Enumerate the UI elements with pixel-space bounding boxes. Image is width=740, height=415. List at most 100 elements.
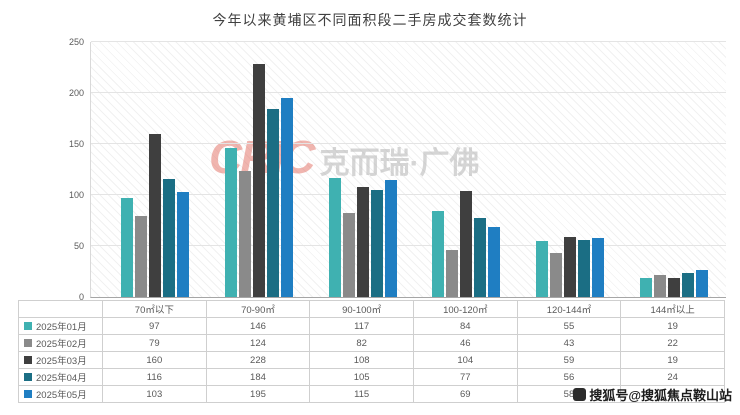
bar xyxy=(384,179,397,297)
table-cell: 104 xyxy=(412,351,518,369)
legend-swatch xyxy=(24,356,32,364)
bar xyxy=(668,277,681,297)
sohu-logo-icon xyxy=(573,388,587,401)
gridline xyxy=(91,194,726,195)
table-cell: 82 xyxy=(309,334,414,352)
bar xyxy=(162,178,175,297)
chart-title: 今年以来黄埔区不同面积段二手房成交套数统计 xyxy=(212,12,528,28)
table-cell: 105 xyxy=(309,368,414,386)
bar xyxy=(280,98,293,297)
category-header: 144㎡以上 xyxy=(620,300,725,318)
table-cell: 116 xyxy=(102,368,207,386)
bar xyxy=(342,213,355,297)
table-cell: 56 xyxy=(516,368,622,386)
table-row: 2025年01月 97 146 117 84 55 19 xyxy=(18,317,725,335)
bar xyxy=(460,190,473,297)
bar xyxy=(640,277,653,297)
legend-cell: 2025年04月 xyxy=(18,368,103,386)
table-row: 2025年04月 116 184 105 77 56 24 xyxy=(18,368,725,386)
category-header: 100-120㎡ xyxy=(412,300,518,318)
bar xyxy=(134,216,147,297)
table-cell: 228 xyxy=(205,351,311,369)
table-corner-cell xyxy=(18,300,103,318)
bar xyxy=(536,240,549,297)
table-row: 2025年02月 79 124 82 46 43 22 xyxy=(18,334,725,352)
bar xyxy=(224,148,237,297)
legend-label: 2025年01月 xyxy=(36,322,87,333)
table-cell: 84 xyxy=(412,317,518,335)
gridline xyxy=(91,41,726,42)
legend-label: 2025年02月 xyxy=(36,339,87,350)
plot-area: CRIC克而瑞·广佛 xyxy=(90,41,726,298)
table-cell: 59 xyxy=(516,351,622,369)
table-cell: 184 xyxy=(205,368,311,386)
table-header-row: 70㎡以下 70-90㎡ 90-100㎡ 100-120㎡ 120-144㎡ 144㎡以上 xyxy=(18,300,725,318)
gridline xyxy=(91,92,726,93)
category-header: 70㎡以下 xyxy=(102,300,207,318)
table-cell: 115 xyxy=(309,385,414,403)
y-axis-label: 0 xyxy=(78,292,84,302)
table-cell: 46 xyxy=(412,334,518,352)
table-row: 2025年03月 160 228 108 104 59 19 xyxy=(18,351,725,369)
data-table: 70㎡以下 70-90㎡ 90-100㎡ 100-120㎡ 120-144㎡ 144㎡以上… xyxy=(18,300,725,403)
bar xyxy=(238,170,251,297)
bar xyxy=(592,237,605,297)
bar xyxy=(356,186,369,297)
y-axis-label: 150 xyxy=(68,139,84,149)
bar xyxy=(578,239,591,297)
legend-label: 2025年05月 xyxy=(36,390,87,401)
category-header: 70-90㎡ xyxy=(205,300,311,318)
legend-cell: 2025年03月 xyxy=(18,351,103,369)
table-cell: 103 xyxy=(102,385,207,403)
y-axis-label: 50 xyxy=(73,241,84,251)
table-cell: 97 xyxy=(102,317,207,335)
gridline xyxy=(91,245,726,246)
category-header: 120-144㎡ xyxy=(516,300,622,318)
table-cell: 69 xyxy=(412,385,518,403)
sohu-watermark: 搜狐号@搜狐焦点鞍山站 xyxy=(573,385,732,404)
gridline xyxy=(91,143,726,144)
table-cell: 79 xyxy=(102,334,207,352)
y-axis-label: 200 xyxy=(68,88,84,98)
legend-swatch xyxy=(24,322,32,330)
bar xyxy=(474,218,487,297)
bar xyxy=(120,198,133,297)
category-header: 90-100㎡ xyxy=(309,300,414,318)
legend-swatch xyxy=(24,339,32,347)
bar xyxy=(370,189,383,297)
y-axis-label: 100 xyxy=(68,190,84,200)
bar xyxy=(432,211,445,297)
table-cell: 19 xyxy=(620,317,725,335)
table-cell: 24 xyxy=(620,368,725,386)
table-cell: 55 xyxy=(516,317,622,335)
table-cell: 117 xyxy=(309,317,414,335)
table-cell: 160 xyxy=(102,351,207,369)
bar xyxy=(266,109,279,297)
table-cell: 43 xyxy=(516,334,622,352)
table-row: 2025年05月 103 195 115 69 58 26 xyxy=(18,385,725,403)
sohu-watermark-text: 搜狐号@搜狐焦点鞍山站 xyxy=(589,388,732,403)
table-cell: 26 xyxy=(620,385,725,403)
table-cell: 108 xyxy=(309,351,414,369)
legend-cell: 2025年02月 xyxy=(18,334,103,352)
bar xyxy=(682,272,695,297)
bar xyxy=(654,274,667,297)
bar xyxy=(252,64,265,297)
table-cell: 195 xyxy=(205,385,311,403)
bar xyxy=(446,250,459,297)
bar xyxy=(328,177,341,297)
bar xyxy=(550,253,563,297)
table-cell: 77 xyxy=(412,368,518,386)
bar xyxy=(564,236,577,297)
cric-watermark-text: 克而瑞·广佛 xyxy=(319,147,480,180)
bar xyxy=(488,226,501,297)
y-axis-label: 250 xyxy=(68,37,84,47)
table-cell: 22 xyxy=(620,334,725,352)
table-cell: 19 xyxy=(620,351,725,369)
legend-label: 2025年04月 xyxy=(36,373,87,384)
bar xyxy=(696,270,709,297)
bar xyxy=(148,133,161,297)
legend-swatch xyxy=(24,373,32,381)
table-cell: 124 xyxy=(205,334,311,352)
